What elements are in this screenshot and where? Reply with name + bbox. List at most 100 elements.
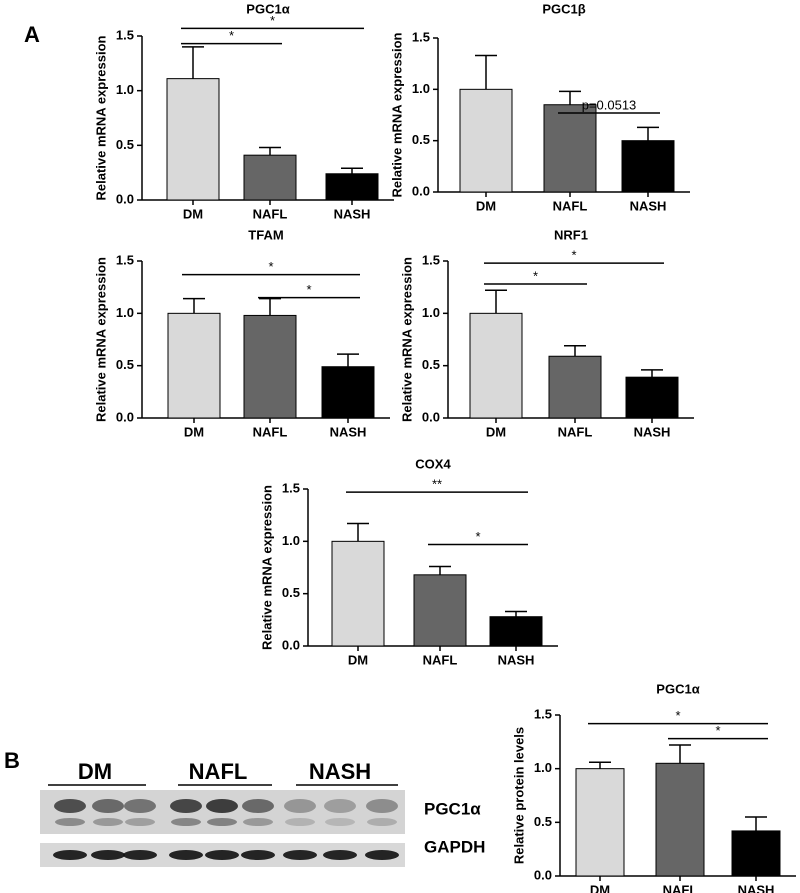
bar bbox=[331, 540, 385, 647]
bar bbox=[243, 314, 297, 419]
significance-label: * bbox=[475, 529, 480, 544]
x-tick-label: DM bbox=[590, 882, 610, 893]
y-tick-label: 0.5 bbox=[412, 132, 430, 147]
y-tick-label: 0.0 bbox=[116, 191, 134, 206]
bar bbox=[625, 376, 679, 419]
blot-band bbox=[55, 818, 85, 826]
blot-band bbox=[124, 799, 156, 813]
band-label: PGC1α bbox=[424, 799, 481, 818]
y-axis-label: Relative mRNA expression bbox=[93, 35, 108, 200]
blot-band bbox=[325, 818, 355, 826]
chart-title: PGC1α bbox=[656, 681, 699, 696]
y-tick-label: 0.0 bbox=[412, 183, 430, 198]
bar bbox=[469, 312, 523, 419]
y-axis-label: Relative mRNA expression bbox=[399, 257, 414, 422]
bar bbox=[243, 154, 297, 201]
blot-band bbox=[323, 850, 357, 860]
blot-band bbox=[365, 850, 399, 860]
bar bbox=[731, 830, 781, 877]
blot-band bbox=[285, 818, 315, 826]
significance-label: * bbox=[306, 282, 311, 297]
panel-label: B bbox=[4, 748, 20, 773]
blot-band bbox=[324, 799, 356, 813]
significance-label: * bbox=[675, 708, 680, 723]
chart-title: PGC1α bbox=[246, 1, 289, 16]
y-tick-label: 1.5 bbox=[116, 27, 134, 42]
bar bbox=[543, 104, 597, 193]
x-tick-label: DM bbox=[184, 424, 204, 439]
y-tick-label: 0.0 bbox=[282, 637, 300, 652]
y-tick-label: 1.0 bbox=[116, 82, 134, 97]
bar bbox=[548, 355, 602, 419]
x-tick-label: NAFL bbox=[423, 652, 458, 667]
y-tick-label: 1.0 bbox=[534, 760, 552, 775]
x-tick-label: DM bbox=[476, 198, 496, 213]
significance-label: * bbox=[268, 259, 273, 274]
x-tick-label: DM bbox=[348, 652, 368, 667]
x-tick-label: NAFL bbox=[553, 198, 588, 213]
blot-band bbox=[91, 850, 125, 860]
x-tick-label: NASH bbox=[634, 424, 671, 439]
x-tick-label: NAFL bbox=[253, 424, 288, 439]
significance-label: * bbox=[715, 723, 720, 738]
chart-title: PGC1β bbox=[542, 1, 585, 16]
chart-title: TFAM bbox=[248, 227, 283, 242]
y-axis-label: Relative mRNA expression bbox=[389, 32, 404, 197]
blot-band bbox=[366, 799, 398, 813]
y-tick-label: 0.5 bbox=[282, 585, 300, 600]
x-tick-label: DM bbox=[486, 424, 506, 439]
y-tick-label: 1.5 bbox=[282, 480, 300, 495]
x-tick-label: NAFL bbox=[253, 206, 288, 221]
significance-label: * bbox=[533, 268, 538, 283]
bar bbox=[325, 173, 379, 201]
x-tick-label: NASH bbox=[334, 206, 371, 221]
blot-band bbox=[53, 850, 87, 860]
y-tick-label: 0.5 bbox=[422, 357, 440, 372]
x-tick-label: NASH bbox=[738, 882, 775, 893]
y-tick-label: 1.5 bbox=[116, 252, 134, 267]
significance-label: p=0.0513 bbox=[582, 97, 637, 112]
x-tick-label: NAFL bbox=[558, 424, 593, 439]
western-blot: DM NAFL NASH PGC1α GAPDH bbox=[40, 759, 485, 867]
y-tick-label: 1.0 bbox=[412, 81, 430, 96]
y-tick-label: 0.0 bbox=[422, 409, 440, 424]
blot-band bbox=[242, 799, 274, 813]
y-axis-label: Relative mRNA expression bbox=[93, 257, 108, 422]
significance-label: * bbox=[229, 28, 234, 43]
x-tick-label: NASH bbox=[498, 652, 535, 667]
x-tick-label: DM bbox=[183, 206, 203, 221]
blot-band bbox=[123, 850, 157, 860]
y-tick-label: 1.5 bbox=[534, 706, 552, 721]
blot-band bbox=[241, 850, 275, 860]
bar bbox=[166, 78, 220, 201]
blot-band bbox=[207, 818, 237, 826]
y-tick-label: 0.5 bbox=[116, 357, 134, 372]
blot-band bbox=[243, 818, 273, 826]
panel-label: A bbox=[24, 22, 40, 47]
blot-group-label: NASH bbox=[309, 759, 371, 784]
bar bbox=[321, 366, 375, 419]
blot-band bbox=[284, 799, 316, 813]
y-tick-label: 0.0 bbox=[116, 409, 134, 424]
bar bbox=[459, 88, 513, 193]
blot-band bbox=[171, 818, 201, 826]
x-tick-label: NASH bbox=[630, 198, 667, 213]
blot-band bbox=[125, 818, 155, 826]
bar bbox=[655, 762, 705, 877]
y-axis-label: Relative mRNA expression bbox=[259, 485, 274, 650]
band-label: GAPDH bbox=[424, 837, 485, 856]
blot-group-label: DM bbox=[78, 759, 112, 784]
significance-label: * bbox=[571, 248, 576, 263]
y-tick-label: 0.5 bbox=[116, 137, 134, 152]
y-tick-label: 1.0 bbox=[282, 533, 300, 548]
blot-group-label: NAFL bbox=[189, 759, 248, 784]
x-tick-label: NAFL bbox=[663, 882, 698, 893]
y-tick-label: 1.5 bbox=[412, 29, 430, 44]
x-tick-label: NASH bbox=[330, 424, 367, 439]
bar bbox=[621, 140, 675, 193]
bar bbox=[413, 574, 467, 647]
significance-label: * bbox=[270, 13, 275, 28]
y-tick-label: 1.0 bbox=[116, 305, 134, 320]
blot-band bbox=[93, 818, 123, 826]
